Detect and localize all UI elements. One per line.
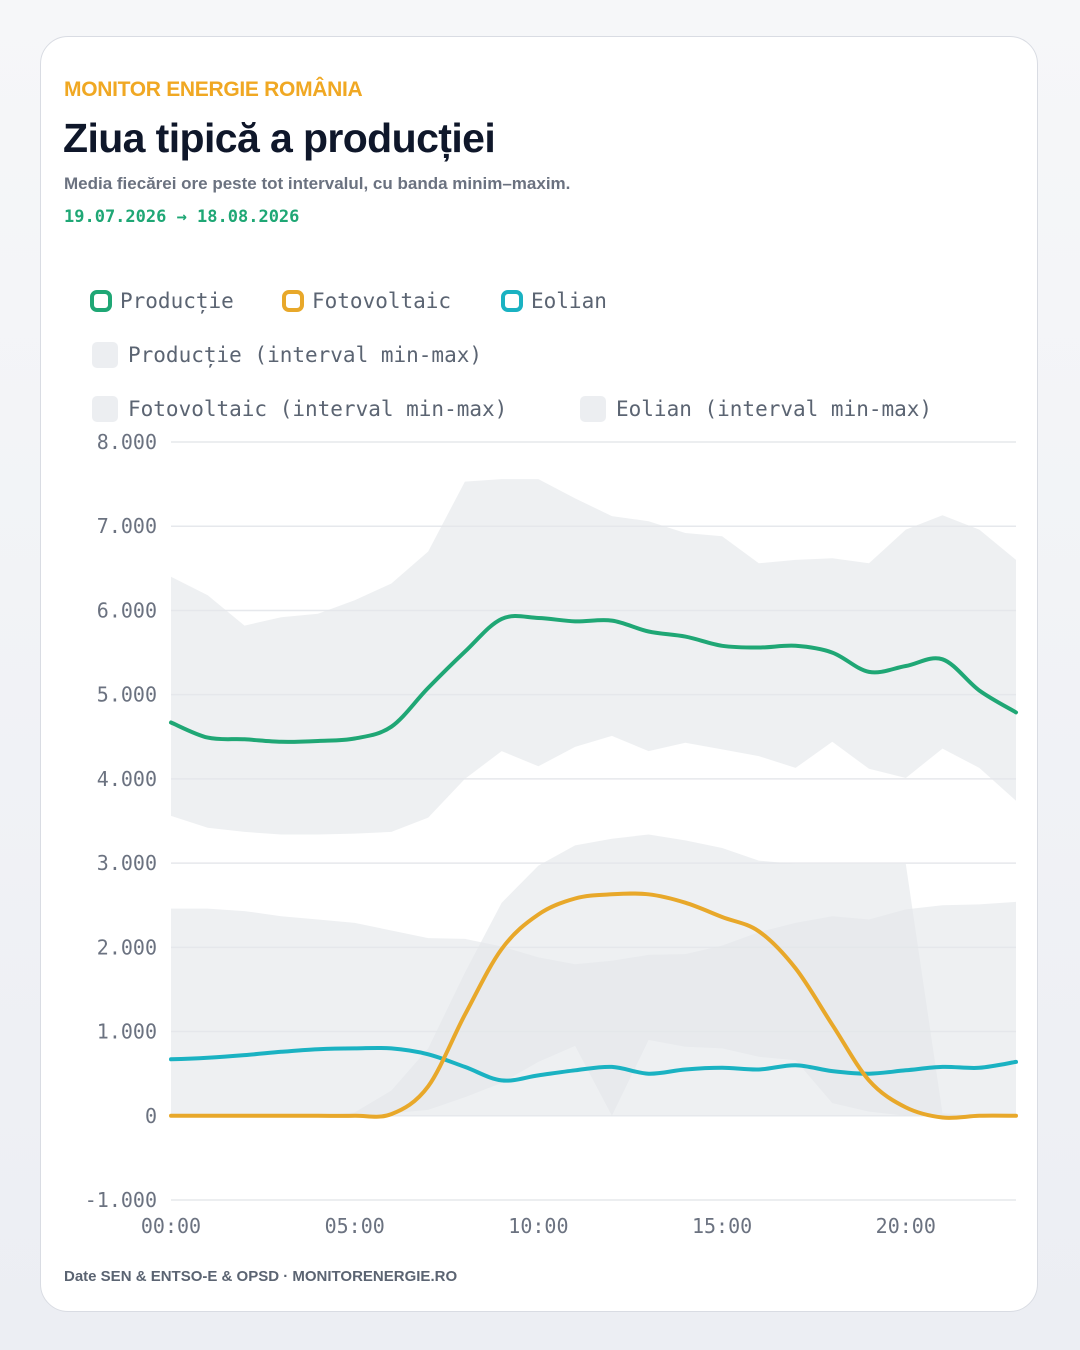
- legend-label-eolian-band: Eolian (interval min-max): [616, 397, 933, 421]
- legend-label-productie-band: Producție (interval min-max): [128, 343, 483, 367]
- y-tick-label: 6.000: [97, 598, 157, 622]
- legend-swatch-fotovoltaic: [282, 290, 304, 312]
- legend-item-eolian-band[interactable]: Eolian (interval min-max): [580, 396, 932, 422]
- line-eolian: [169, 1045, 1018, 1083]
- x-tick-label: 05:00: [325, 1214, 385, 1238]
- legend-swatch-productie: [90, 290, 112, 312]
- brand-label: MONITOR ENERGIE ROMÂNIA: [64, 78, 363, 101]
- line-productie: [169, 614, 1018, 744]
- y-tick-label: 0: [145, 1104, 157, 1128]
- legend-item-fotovoltaic[interactable]: Fotovoltaic: [282, 289, 451, 313]
- chart-legend: Producție Fotovoltaic Eolian Producție (…: [0, 0, 1080, 440]
- legend-item-productie-band[interactable]: Producție (interval min-max): [92, 342, 482, 368]
- y-tick-label: 8.000: [97, 430, 157, 454]
- y-tick-label: 4.000: [97, 767, 157, 791]
- legend-item-fotovoltaic-band[interactable]: Fotovoltaic (interval min-max): [92, 396, 507, 422]
- page-title: Ziua tipică a producției: [63, 115, 496, 161]
- legend-swatch-eolian: [501, 290, 523, 312]
- y-tick-label: 1.000: [97, 1020, 157, 1044]
- legend-swatch-eolian-band: [580, 396, 606, 422]
- x-tick-label: 00:00: [141, 1214, 201, 1238]
- band-eolian: [171, 901, 1016, 1116]
- x-tick-label: 15:00: [692, 1214, 752, 1238]
- y-tick-label: 5.000: [97, 683, 157, 707]
- date-range: 19.07.2026 → 18.08.2026: [64, 207, 300, 227]
- y-tick-label: 2.000: [97, 935, 157, 959]
- y-tick-label: 3.000: [97, 851, 157, 875]
- band-productie: [171, 479, 1016, 835]
- series-lines: [169, 614, 1018, 1120]
- legend-label-fotovoltaic-band: Fotovoltaic (interval min-max): [128, 397, 508, 421]
- x-axis-ticks: 00:00 05:00 10:00 15:00 20:00: [141, 1214, 936, 1238]
- source-footer: Date SEN & ENTSO-E & OPSD · MONITORENERG…: [64, 1268, 458, 1285]
- x-tick-label: 20:00: [876, 1214, 936, 1238]
- legend-item-productie[interactable]: Producție: [90, 289, 234, 313]
- y-tick-label: -1.000: [85, 1188, 157, 1212]
- x-tick-label: 10:00: [508, 1214, 568, 1238]
- line-fotovoltaic: [169, 891, 1018, 1120]
- legend-item-eolian[interactable]: Eolian: [501, 289, 607, 313]
- y-tick-label: 7.000: [97, 514, 157, 538]
- legend-label-productie: Producție: [120, 289, 234, 313]
- legend-swatch-fotovoltaic-band: [92, 396, 118, 422]
- page-subtitle: Media fiecărei ore peste tot intervalul,…: [64, 174, 571, 193]
- y-axis-ticks: -1.000 0 1.000 2.000 3.000 4.000 5.000 6.000 7.0…: [85, 430, 157, 1212]
- legend-label-eolian: Eolian: [531, 289, 607, 313]
- min-max-bands: [171, 479, 1016, 1116]
- legend-label-fotovoltaic: Fotovoltaic: [312, 289, 452, 313]
- legend-swatch-productie-band: [92, 342, 118, 368]
